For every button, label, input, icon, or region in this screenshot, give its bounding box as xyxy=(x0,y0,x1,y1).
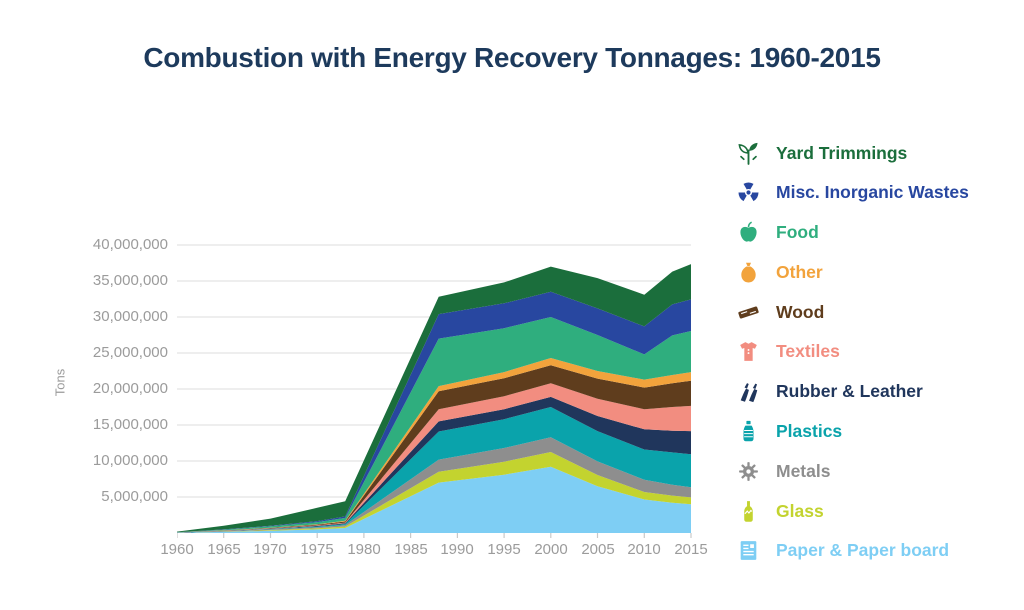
legend-item-glass: Glass xyxy=(736,498,969,524)
legend-label: Paper & Paper board xyxy=(776,540,950,561)
y-tick-label: 15,000,000 xyxy=(92,416,168,433)
radiation-icon xyxy=(736,180,764,206)
legend-label: Rubber & Leather xyxy=(776,381,923,402)
legend-label: Other xyxy=(776,261,823,282)
legend-label: Glass xyxy=(776,500,824,521)
x-tick-label: 1965 xyxy=(207,541,241,558)
legend-item-paper-paper-board: Paper & Paper board xyxy=(736,538,969,564)
legend-item-textiles: Textiles xyxy=(736,339,969,365)
x-tick-label: 2005 xyxy=(581,541,615,558)
legend-item-metals: Metals xyxy=(736,458,969,484)
legend-item-misc-inorganic-wastes: Misc. Inorganic Wastes xyxy=(736,180,969,206)
sack-icon xyxy=(736,259,764,285)
area-food xyxy=(177,317,691,533)
legend-label: Textiles xyxy=(776,341,840,362)
x-tick-label: 1970 xyxy=(253,541,287,558)
glass-bottle-icon xyxy=(736,498,764,524)
y-tick-label: 25,000,000 xyxy=(92,344,168,361)
y-tick-label: 20,000,000 xyxy=(92,380,168,397)
legend-item-plastics: Plastics xyxy=(736,419,969,445)
legend-label: Yard Trimmings xyxy=(776,142,908,163)
area-other xyxy=(177,358,691,533)
legend: Yard Trimmings Misc. Inorganic Wastes Fo… xyxy=(736,140,969,564)
legend-label: Food xyxy=(776,222,819,243)
x-tick-label: 1990 xyxy=(440,541,474,558)
paper-icon xyxy=(736,538,764,564)
y-tick-label: 5,000,000 xyxy=(101,488,168,505)
y-tick-label: 10,000,000 xyxy=(92,452,168,469)
y-tick-label: 35,000,000 xyxy=(92,272,168,289)
shirt-icon xyxy=(736,339,764,365)
x-tick-label: 1985 xyxy=(394,541,428,558)
x-tick-label: 2015 xyxy=(674,541,708,558)
legend-item-wood: Wood xyxy=(736,299,969,325)
x-tick-label: 1960 xyxy=(160,541,194,558)
legend-item-yard-trimmings: Yard Trimmings xyxy=(736,140,969,166)
legend-item-food: Food xyxy=(736,220,969,246)
legend-label: Plastics xyxy=(776,421,843,442)
gear-icon xyxy=(736,458,764,484)
y-tick-label: 30,000,000 xyxy=(92,308,168,325)
legend-label: Misc. Inorganic Wastes xyxy=(776,182,969,203)
plant-icon xyxy=(736,140,764,166)
legend-item-rubber-leather: Rubber & Leather xyxy=(736,379,969,405)
bottle-icon xyxy=(736,419,764,445)
x-tick-label: 1995 xyxy=(487,541,521,558)
x-tick-label: 1980 xyxy=(347,541,381,558)
legend-label: Wood xyxy=(776,301,825,322)
gloves-icon xyxy=(736,379,764,405)
stacked-area-plot xyxy=(177,244,692,538)
plank-icon xyxy=(736,299,764,325)
area-plastics xyxy=(177,407,691,533)
area-wood xyxy=(177,365,691,533)
legend-item-other: Other xyxy=(736,259,969,285)
area-yard-trimmings xyxy=(177,264,691,533)
chart-title: Combustion with Energy Recovery Tonnages… xyxy=(143,42,881,73)
legend-label: Metals xyxy=(776,460,831,481)
area-paper-paper-board xyxy=(177,466,691,533)
x-tick-label: 2010 xyxy=(627,541,661,558)
area-misc-inorganic-wastes xyxy=(177,291,691,533)
y-tick-label: 40,000,000 xyxy=(92,236,168,253)
x-tick-label: 2000 xyxy=(534,541,568,558)
x-tick-label: 1975 xyxy=(300,541,334,558)
apple-icon xyxy=(736,220,764,246)
